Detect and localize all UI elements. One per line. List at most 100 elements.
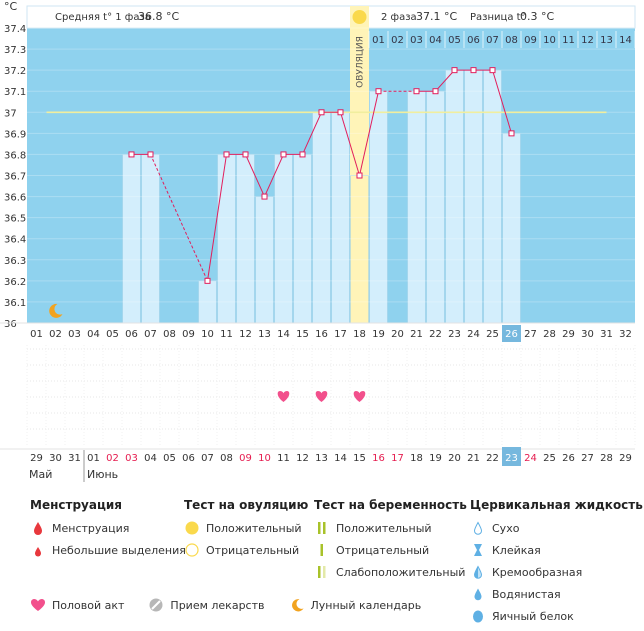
- legend-item-pregnancy-positive: Положительный: [314, 521, 467, 535]
- heart-icon: [30, 598, 46, 612]
- diff-label: Разница t°: [470, 12, 526, 23]
- cycle-day-label: 11: [220, 329, 233, 340]
- calendar-date-label: 31: [68, 453, 81, 464]
- y-tick-label: 36.8: [4, 150, 26, 161]
- temperature-point[interactable]: [451, 67, 458, 74]
- temperature-point[interactable]: [356, 172, 363, 179]
- temperature-point[interactable]: [318, 109, 325, 116]
- temperature-point[interactable]: [204, 277, 211, 284]
- legend-item-label: Слабоположительный: [336, 565, 466, 579]
- calendar-date-label: 30: [49, 453, 62, 464]
- double-bar-icon: [314, 521, 330, 535]
- calendar-date-label: 09: [239, 453, 252, 464]
- temperature-point[interactable]: [489, 67, 496, 74]
- calendar-date-label: 16: [372, 453, 385, 464]
- temperature-segment: [435, 69, 455, 92]
- legend-pregnancy-title: Тест на беременность: [314, 498, 467, 512]
- y-tick-label: 36.7: [4, 172, 26, 183]
- split-drop-icon: [470, 565, 486, 579]
- temperature-segment: [340, 112, 360, 176]
- phase2-day-number: 08: [505, 35, 518, 46]
- legend: Менструация Менструация Небольшие выделе…: [0, 494, 644, 623]
- legend-bottom-row: Половой акт Прием лекарств Лунный календ…: [30, 598, 445, 612]
- cycle-day-label: 12: [239, 329, 252, 340]
- intercourse-heart-icon[interactable]: [353, 391, 366, 402]
- calendar-date-label: 17: [391, 453, 404, 464]
- temperature-segment: [492, 69, 512, 134]
- cycle-day-label: 08: [163, 329, 176, 340]
- phase1-label: Средняя t° 1 фаза: [55, 12, 151, 23]
- cycle-day-label: 24: [467, 329, 480, 340]
- cycle-day-label: 04: [87, 329, 100, 340]
- today-date-badge: [502, 447, 521, 466]
- water-drop-icon: [470, 587, 486, 601]
- calendar-date-label: 10: [258, 453, 271, 464]
- calendar-date-label: 03: [125, 453, 138, 464]
- cycle-day-label: 20: [391, 329, 404, 340]
- y-tick-label: 36.6: [4, 193, 26, 204]
- y-tick-label: 36.2: [4, 277, 26, 288]
- cycle-day-label: 03: [68, 329, 81, 340]
- intercourse-heart-icon[interactable]: [277, 391, 290, 402]
- cycle-day-label: 22: [429, 329, 442, 340]
- calendar-date-label: 21: [467, 453, 480, 464]
- y-tick-label: 36.9: [4, 129, 26, 140]
- temperature-segment: [302, 112, 322, 155]
- temperature-point[interactable]: [337, 109, 344, 116]
- cycle-day-label: 02: [49, 329, 62, 340]
- calendar-date-label: 08: [220, 453, 233, 464]
- cycle-day-label: 07: [144, 329, 157, 340]
- month-label-may: Май: [29, 468, 52, 481]
- legend-item-intercourse: Половой акт: [30, 598, 124, 612]
- header-bar: [26, 5, 636, 29]
- temperature-bar: [426, 90, 445, 324]
- temperature-point[interactable]: [242, 151, 249, 158]
- y-tick-label: 37.3: [4, 45, 26, 56]
- y-tick-label: 36.3: [4, 256, 26, 267]
- cycle-day-label: 23: [448, 329, 461, 340]
- calendar-date-label: 14: [334, 453, 347, 464]
- cycle-day-label: 14: [277, 329, 290, 340]
- cycle-day-label: 05: [106, 329, 119, 340]
- temperature-point[interactable]: [128, 151, 135, 158]
- empty-drop-icon: [470, 521, 486, 535]
- cycle-day-label: 28: [543, 329, 556, 340]
- temperature-point[interactable]: [375, 88, 382, 95]
- y-tick-label: 37.1: [4, 87, 26, 98]
- legend-item-label: Клейкая: [492, 543, 541, 557]
- legend-pregnancy-test: Тест на беременность Положительный Отриц…: [314, 494, 467, 587]
- intercourse-heart-icon[interactable]: [315, 391, 328, 402]
- legend-item-label: Отрицательный: [206, 543, 300, 557]
- temperature-point[interactable]: [147, 151, 154, 158]
- temperature-point[interactable]: [261, 193, 268, 200]
- calendar-date-label: 22: [486, 453, 499, 464]
- small-blood-drop-icon: [30, 543, 46, 557]
- temperature-point[interactable]: [470, 67, 477, 74]
- y-tick-label: 36: [4, 319, 17, 330]
- temperature-point[interactable]: [432, 88, 439, 95]
- temperature-point[interactable]: [280, 151, 287, 158]
- temperature-bar: [502, 133, 521, 324]
- cycle-day-label: 32: [619, 329, 632, 340]
- temperature-point[interactable]: [299, 151, 306, 158]
- temperature-gap-segment: [150, 154, 208, 282]
- calendar-date-label: 07: [201, 453, 214, 464]
- temperature-point[interactable]: [508, 130, 515, 137]
- hourglass-icon: [470, 543, 486, 557]
- legend-item-menstruation: Менструация: [30, 521, 186, 535]
- cycle-day-label: 19: [372, 329, 385, 340]
- legend-item-label: Лунный календарь: [310, 598, 422, 612]
- empty-circle-icon: [184, 543, 200, 557]
- temperature-segment: [264, 154, 284, 197]
- temperature-point[interactable]: [413, 88, 420, 95]
- cycle-day-label: 13: [258, 329, 271, 340]
- legend-item-label: Небольшие выделения: [52, 543, 186, 557]
- calendar-date-label: 24: [524, 453, 537, 464]
- legend-item-label: Отрицательный: [336, 543, 430, 557]
- y-tick-label: 36.5: [4, 214, 26, 225]
- legend-ovulation-test: Тест на овуляцию Положительный Отрицател…: [184, 494, 308, 565]
- legend-item-pregnancy-faint: Слабоположительный: [314, 565, 467, 579]
- phase2-day-number: 01: [372, 35, 385, 46]
- temperature-point[interactable]: [223, 151, 230, 158]
- legend-item-spotting: Небольшие выделения: [30, 543, 186, 557]
